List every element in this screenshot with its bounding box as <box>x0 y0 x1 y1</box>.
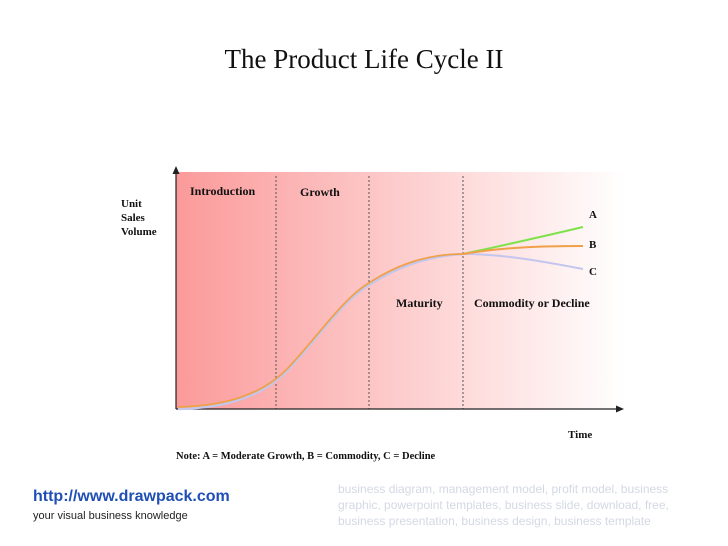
diagram-background <box>176 172 626 409</box>
footer-keywords: business diagram, management model, prof… <box>338 482 669 528</box>
y-axis-label-line-1: Unit <box>121 198 142 210</box>
legend-note: Note: A = Moderate Growth, B = Commodity… <box>176 451 436 462</box>
y-axis-label-line-3: Volume <box>121 226 157 238</box>
curve-label-c: C <box>589 266 597 278</box>
stage-label-introduction: Introduction <box>190 184 255 198</box>
footer-tagline: your visual business knowledge <box>33 510 188 522</box>
footer-url-link[interactable]: http://www.drawpack.com <box>33 488 230 505</box>
y-axis-arrow <box>172 166 180 174</box>
x-axis-label: Time <box>568 429 592 441</box>
y-axis-label-line-2: Sales <box>121 212 146 224</box>
stage-label-maturity: Maturity <box>396 296 443 310</box>
slide-title: The Product Life Cycle II <box>224 44 504 74</box>
x-axis-arrow <box>616 405 624 413</box>
curve-common <box>177 253 464 408</box>
curve-label-a: A <box>589 209 597 221</box>
curve-common-shadow <box>177 252 464 411</box>
curve-c <box>462 253 584 270</box>
stage-label-commodity-decline: Commodity or Decline <box>474 296 590 310</box>
curve-label-b: B <box>589 239 597 251</box>
stage-label-growth: Growth <box>300 185 340 199</box>
curve-b <box>462 245 584 255</box>
